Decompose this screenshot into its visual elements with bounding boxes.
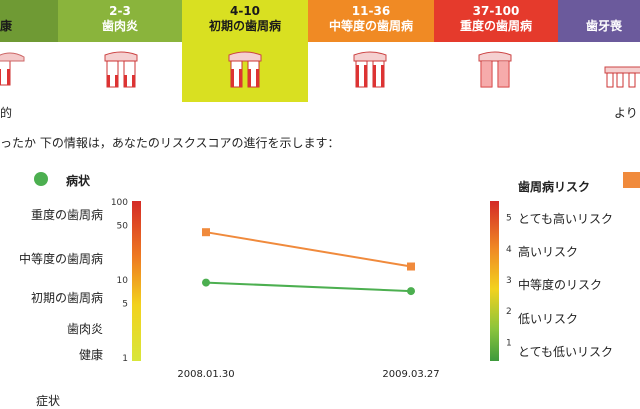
right-tick-label: 3 <box>506 276 512 286</box>
right-fragment-text: より <box>614 106 638 120</box>
tooth-icon <box>353 51 387 88</box>
band-range: 37-100 <box>472 4 520 18</box>
left-fragment-text: 的 <box>0 106 13 120</box>
band-label: 康 <box>0 19 13 33</box>
band-moderate: 11-36 中等度の歯周病 <box>308 0 434 42</box>
band-label: 重度の歯周病 <box>459 19 532 33</box>
condition-legend-dot <box>34 172 48 186</box>
left-scale-moderate: 中等度の歯周病 <box>18 252 103 266</box>
right-scale-very-low: とても低いリスク <box>518 345 614 359</box>
risk-legend-square <box>623 172 640 188</box>
tooth-icon <box>478 51 512 88</box>
right-scale-moderate: 中等度のリスク <box>518 278 603 292</box>
left-axis-gradient-bar <box>132 201 141 361</box>
band-label: 初期の歯周病 <box>208 19 281 33</box>
band-label: 歯牙喪 <box>586 19 623 33</box>
data-point-circle <box>407 287 415 296</box>
data-point-square <box>407 262 415 271</box>
band-severe: 37-100 重度の歯周病 <box>434 0 558 42</box>
right-tick-label: 2 <box>506 307 512 317</box>
right-tick-label: 5 <box>506 214 512 224</box>
left-scale-early: 初期の歯周病 <box>30 291 103 305</box>
right-scale-high: 高いリスク <box>518 245 579 259</box>
tooth-icon <box>104 51 138 88</box>
left-tick-label: 5 <box>122 299 128 309</box>
risk-progress-chart: 1 5 10 50 100 1 2 3 4 5 2008.01.30 2009.03.27 <box>111 198 512 380</box>
intro-text: ったか 下の情報は，あなたのリスクスコアの進行を示します： <box>0 136 340 150</box>
right-axis-gradient-bar <box>490 201 499 361</box>
series-line <box>205 231 412 268</box>
band-range: 2-3 <box>109 4 131 18</box>
band-gingivitis: 2-3 歯肉炎 <box>58 0 182 42</box>
risk-legend-title: 歯周病リスク <box>518 180 591 194</box>
condition-legend-title: 病状 <box>66 174 91 188</box>
right-tick-label: 1 <box>506 338 512 348</box>
right-scale-low: 低いリスク <box>518 312 579 326</box>
left-tick-label: 1 <box>122 354 128 364</box>
tooth-icon <box>604 66 640 88</box>
series-line <box>205 281 412 293</box>
left-scale-gingivitis: 歯肉炎 <box>66 322 103 336</box>
band-label: 中等度の歯周病 <box>328 19 413 33</box>
tooth-icon <box>228 51 262 88</box>
right-tick-label: 4 <box>506 245 512 255</box>
band-tooth-loss: 歯牙喪 <box>558 0 640 42</box>
tooth-icon <box>0 52 25 86</box>
x-tick-label: 2008.01.30 <box>177 369 234 380</box>
band-early: 4-10 初期の歯周病 <box>182 0 308 42</box>
left-scale-healthy: 健康 <box>78 348 103 362</box>
left-tick-label: 10 <box>117 276 129 286</box>
right-scale-very-high: とても高いリスク <box>518 212 614 226</box>
left-tick-label: 50 <box>117 221 129 231</box>
band-health: 康 <box>0 0 58 42</box>
data-point-circle <box>202 278 210 287</box>
left-scale-severe: 重度の歯周病 <box>30 208 103 222</box>
band-range: 11-36 <box>351 4 391 18</box>
band-range: 4-10 <box>229 4 261 18</box>
band-label: 歯肉炎 <box>101 19 138 33</box>
data-point-square <box>202 228 210 237</box>
x-tick-label: 2009.03.27 <box>382 369 439 380</box>
left-tick-label: 100 <box>111 198 128 208</box>
